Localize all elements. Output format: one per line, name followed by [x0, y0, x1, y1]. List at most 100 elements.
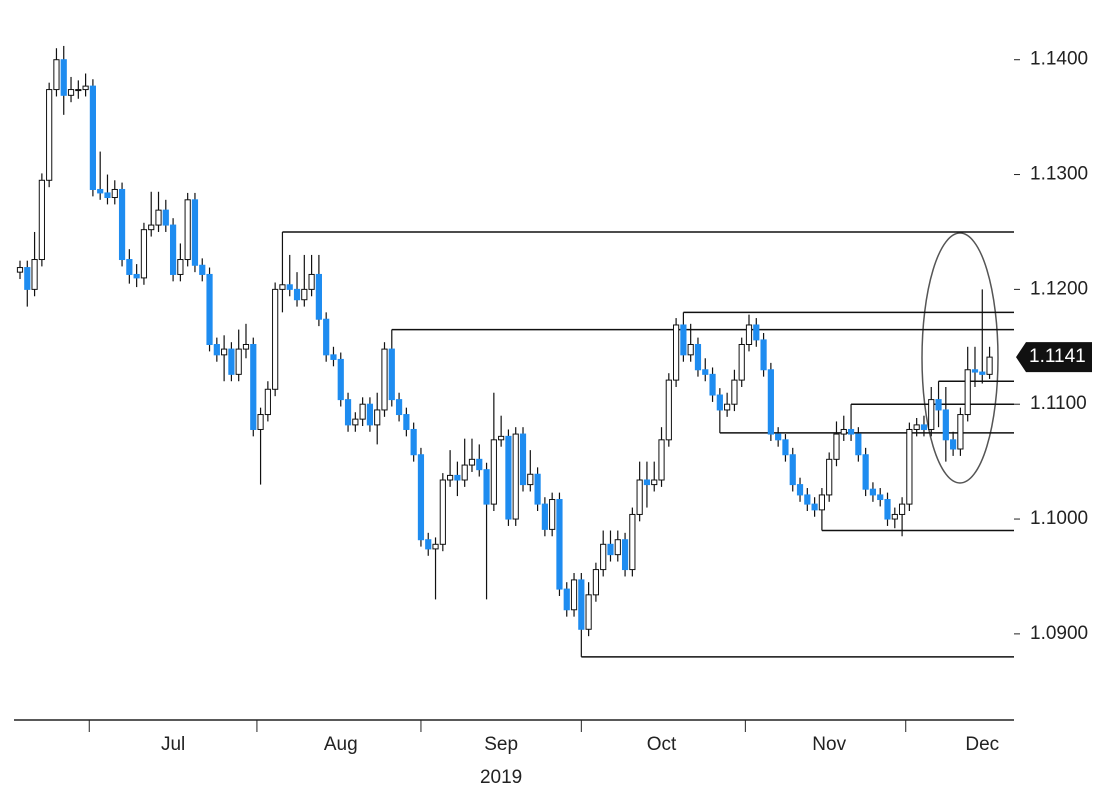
- candle-body: [687, 343, 694, 356]
- candle-body: [818, 494, 825, 511]
- candle-body: [621, 539, 629, 571]
- candle-body: [46, 89, 53, 181]
- candle-body: [359, 403, 366, 420]
- candle-body: [570, 579, 578, 611]
- candle-body: [221, 348, 228, 356]
- candle-body: [97, 188, 104, 194]
- candle-body: [913, 424, 920, 430]
- candle-body: [789, 454, 796, 486]
- candle-body: [673, 324, 680, 381]
- candle-body: [82, 85, 89, 91]
- candle-body: [950, 439, 957, 450]
- candle-body: [665, 379, 672, 441]
- candle-body: [796, 484, 804, 496]
- candle-body: [461, 464, 468, 481]
- candle-body: [957, 414, 964, 450]
- candle-body: [811, 503, 818, 511]
- candle-body: [250, 343, 257, 430]
- candle-body: [337, 358, 344, 401]
- candle-body: [745, 324, 753, 345]
- candle-body: [578, 579, 585, 630]
- candle-body: [702, 369, 709, 375]
- candle-body: [534, 473, 541, 505]
- candle-body: [855, 433, 862, 456]
- candle-body: [286, 284, 293, 290]
- candle-body: [366, 403, 374, 426]
- y-tick-label: 1.1100: [1030, 393, 1087, 414]
- candle-body: [483, 469, 490, 505]
- candle-body: [490, 439, 497, 505]
- candle-body: [694, 343, 702, 371]
- candle-body: [862, 454, 869, 490]
- candle-body: [738, 343, 745, 381]
- candle-body: [257, 414, 264, 430]
- candle-body: [498, 435, 505, 441]
- candle-body: [228, 348, 235, 375]
- candle-body: [24, 267, 31, 290]
- candle-body: [374, 409, 381, 426]
- x-tick-label: Aug: [324, 734, 358, 755]
- candle-body: [118, 188, 126, 261]
- candle-body: [395, 399, 403, 416]
- candle-body: [169, 224, 177, 275]
- candle-body: [308, 273, 315, 290]
- candle-body: [148, 224, 155, 231]
- candle-body: [592, 569, 600, 596]
- x-axis-label: 2019: [480, 767, 522, 788]
- candle-body: [760, 339, 767, 371]
- candle-body: [928, 399, 935, 430]
- candle-body: [476, 458, 483, 471]
- candle-body: [840, 428, 847, 435]
- candle-body: [31, 259, 38, 290]
- candle-body: [417, 454, 425, 541]
- candle-body: [935, 399, 942, 411]
- candle-body: [344, 399, 352, 426]
- x-tick-label: Oct: [647, 734, 677, 755]
- candle-body: [847, 428, 855, 435]
- candle-body: [826, 458, 833, 496]
- candle-body: [468, 458, 476, 466]
- candle-body: [753, 324, 760, 341]
- candle-body: [126, 259, 133, 275]
- x-tick-label: Sep: [484, 734, 518, 755]
- candle-body: [549, 499, 556, 530]
- last-price-label: 1.1141: [1029, 346, 1086, 367]
- candle-body: [527, 473, 534, 486]
- candle-body: [891, 513, 898, 520]
- candle-body: [920, 424, 928, 430]
- candle-body: [235, 348, 242, 375]
- candle-body: [731, 379, 738, 405]
- candle-body: [629, 513, 636, 571]
- last-price-tag: [1016, 342, 1092, 373]
- candle-body: [330, 354, 337, 360]
- y-tick-label: 1.1400: [1030, 49, 1088, 70]
- candle-body: [60, 59, 67, 96]
- candle-body: [884, 499, 891, 520]
- y-tick-label: 1.1200: [1030, 278, 1088, 299]
- candle-body: [75, 89, 82, 92]
- candle-body: [199, 264, 206, 275]
- candle-body: [775, 433, 782, 441]
- candle-body: [680, 324, 687, 356]
- candle-body: [519, 433, 527, 486]
- candle-body: [53, 59, 60, 91]
- candle-body: [184, 199, 191, 261]
- candle-body: [242, 343, 250, 350]
- candle-body: [804, 494, 811, 505]
- candle-body: [607, 543, 614, 556]
- candle-body: [67, 89, 75, 96]
- candle-body: [782, 439, 789, 456]
- candle-body: [264, 388, 271, 416]
- candle-body: [636, 479, 643, 515]
- candle-body: [155, 209, 162, 226]
- y-tick-label: 1.1000: [1030, 508, 1088, 529]
- candle-body: [447, 474, 454, 481]
- candle-body: [279, 284, 286, 290]
- y-tick-label: 1.1300: [1030, 164, 1088, 185]
- candle-body: [709, 373, 716, 396]
- candle-body: [104, 192, 111, 199]
- candle-body: [898, 503, 906, 515]
- candle-body: [541, 503, 548, 530]
- candle-body: [403, 414, 410, 430]
